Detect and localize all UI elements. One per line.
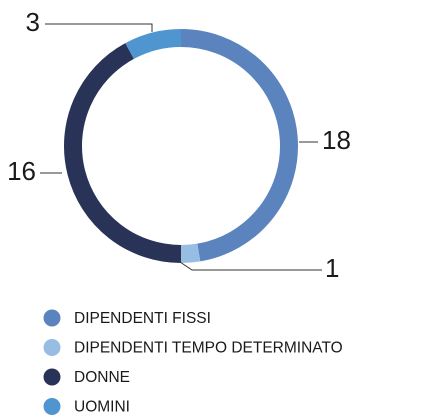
donut-segment: [64, 43, 182, 263]
leader-line: [45, 23, 153, 32]
data-label: 3: [26, 7, 40, 37]
legend-swatch: [43, 309, 61, 327]
donut-segment: [180, 29, 298, 262]
leader-line: [179, 261, 322, 271]
legend-swatch: [43, 339, 61, 356]
donut-segment: [180, 243, 201, 263]
data-label: 16: [7, 156, 36, 186]
donut-segment: [125, 29, 182, 60]
legend-label: DONNE: [74, 369, 130, 386]
data-label: 18: [322, 125, 351, 155]
legend-swatch: [43, 398, 61, 415]
legend-label: DIPENDENTI FISSI: [74, 310, 211, 327]
data-label: 1: [325, 253, 339, 283]
legend-label: UOMINI: [74, 399, 130, 415]
legend-swatch: [43, 368, 61, 386]
legend-label: DIPENDENTI TEMPO DETERMINATO: [74, 340, 343, 357]
